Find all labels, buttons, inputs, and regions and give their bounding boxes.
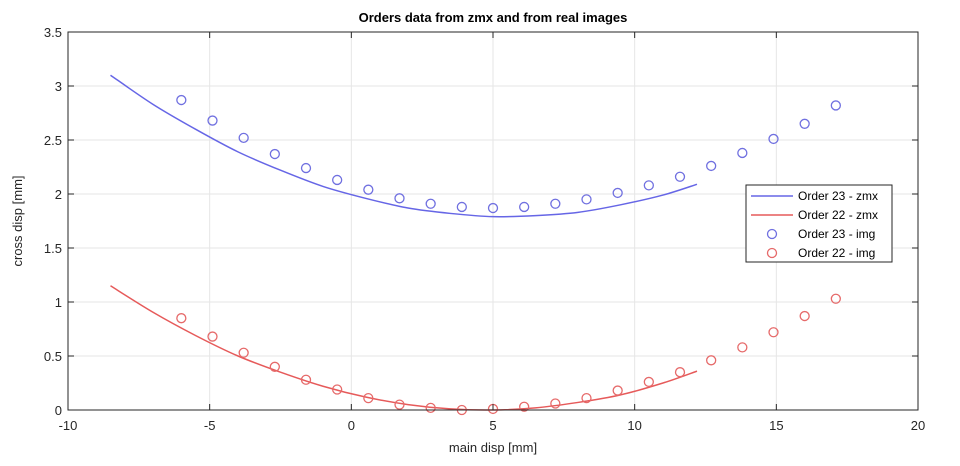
legend-label: Order 23 - zmx (798, 189, 878, 203)
data-point-order-22-img (550, 398, 561, 409)
series-line-order-22-zmx (110, 285, 698, 411)
legend-label: Order 22 - img (798, 246, 875, 260)
data-point-order-22-img (238, 347, 249, 358)
legend-label: Order 23 - img (798, 227, 875, 241)
data-point-order-23-img (581, 194, 592, 205)
x-tick-label: 0 (348, 418, 355, 433)
legend-marker (766, 228, 778, 240)
data-point-order-22-img (176, 313, 187, 324)
data-point-order-23-img (269, 148, 280, 160)
y-tick-label: 2.5 (44, 133, 62, 148)
data-point-order-23-img (300, 162, 312, 174)
data-point-order-23-img (425, 198, 436, 209)
data-point-order-23-img (363, 184, 374, 195)
data-point-order-23-img (176, 94, 187, 106)
x-tick-label: 20 (911, 418, 925, 433)
y-axis-label: cross disp [mm] (10, 175, 25, 266)
data-point-order-22-img (332, 384, 343, 395)
x-tick-label: 5 (489, 418, 496, 433)
data-point-order-23-img (550, 198, 561, 209)
data-point-order-22-img (643, 376, 654, 388)
plot-area (110, 74, 841, 416)
x-tick-label: -5 (204, 418, 216, 433)
data-point-order-22-img (363, 392, 374, 404)
y-tick-label: 0.5 (44, 349, 62, 364)
data-point-order-23-img (394, 193, 405, 204)
data-point-order-23-img (519, 201, 530, 213)
data-point-order-22-img (207, 331, 218, 342)
data-point-order-22-img (581, 392, 592, 404)
data-point-order-23-img (799, 118, 810, 129)
x-tick-label: 10 (627, 418, 641, 433)
data-point-order-23-img (487, 202, 499, 214)
x-axis: -10 -5 0 5 10 15 20 (59, 32, 925, 433)
data-point-order-23-img (706, 160, 717, 172)
y-tick-label: 0 (55, 403, 62, 418)
legend-marker (766, 247, 778, 259)
data-point-order-23-img (612, 187, 623, 199)
data-point-order-22-img (612, 385, 623, 396)
data-point-order-22-img (799, 310, 810, 322)
y-axis: 0 0.5 1 1.5 2 2.5 3 3.5 (44, 25, 918, 418)
y-tick-label: 3 (55, 79, 62, 94)
data-point-order-22-img (737, 342, 748, 353)
data-point-order-23-img (674, 171, 686, 182)
data-point-order-23-img (830, 100, 841, 111)
x-axis-label: main disp [mm] (449, 440, 537, 455)
x-tick-label: 15 (769, 418, 783, 433)
data-point-order-23-img (207, 115, 218, 126)
data-point-order-23-img (238, 132, 249, 143)
data-point-order-23-img (643, 180, 654, 191)
data-point-order-22-img (394, 399, 405, 410)
chart-title: Orders data from zmx and from real image… (359, 10, 628, 25)
data-point-order-22-img (519, 401, 530, 412)
data-point-order-22-img (300, 374, 312, 385)
data-point-order-22-img (830, 293, 841, 304)
data-point-order-23-img (332, 174, 343, 186)
data-point-order-23-img (737, 147, 748, 159)
legend: Order 23 - zmx Order 22 - zmx Order 23 - i… (745, 184, 893, 263)
data-point-order-22-img (768, 327, 779, 338)
series-line-order-23-zmx (110, 74, 698, 218)
data-point-order-23-img (768, 133, 779, 145)
y-tick-label: 2 (55, 187, 62, 202)
data-point-order-23-img (456, 201, 467, 213)
y-tick-label: 1 (55, 295, 62, 310)
data-point-order-22-img (269, 361, 280, 372)
y-tick-label: 1.5 (44, 241, 62, 256)
y-tick-label: 3.5 (44, 25, 62, 40)
legend-label: Order 22 - zmx (798, 208, 878, 222)
x-tick-label: -10 (59, 418, 78, 433)
data-point-order-22-img (706, 355, 717, 366)
data-point-order-22-img (425, 402, 436, 413)
data-point-order-22-img (674, 367, 686, 378)
